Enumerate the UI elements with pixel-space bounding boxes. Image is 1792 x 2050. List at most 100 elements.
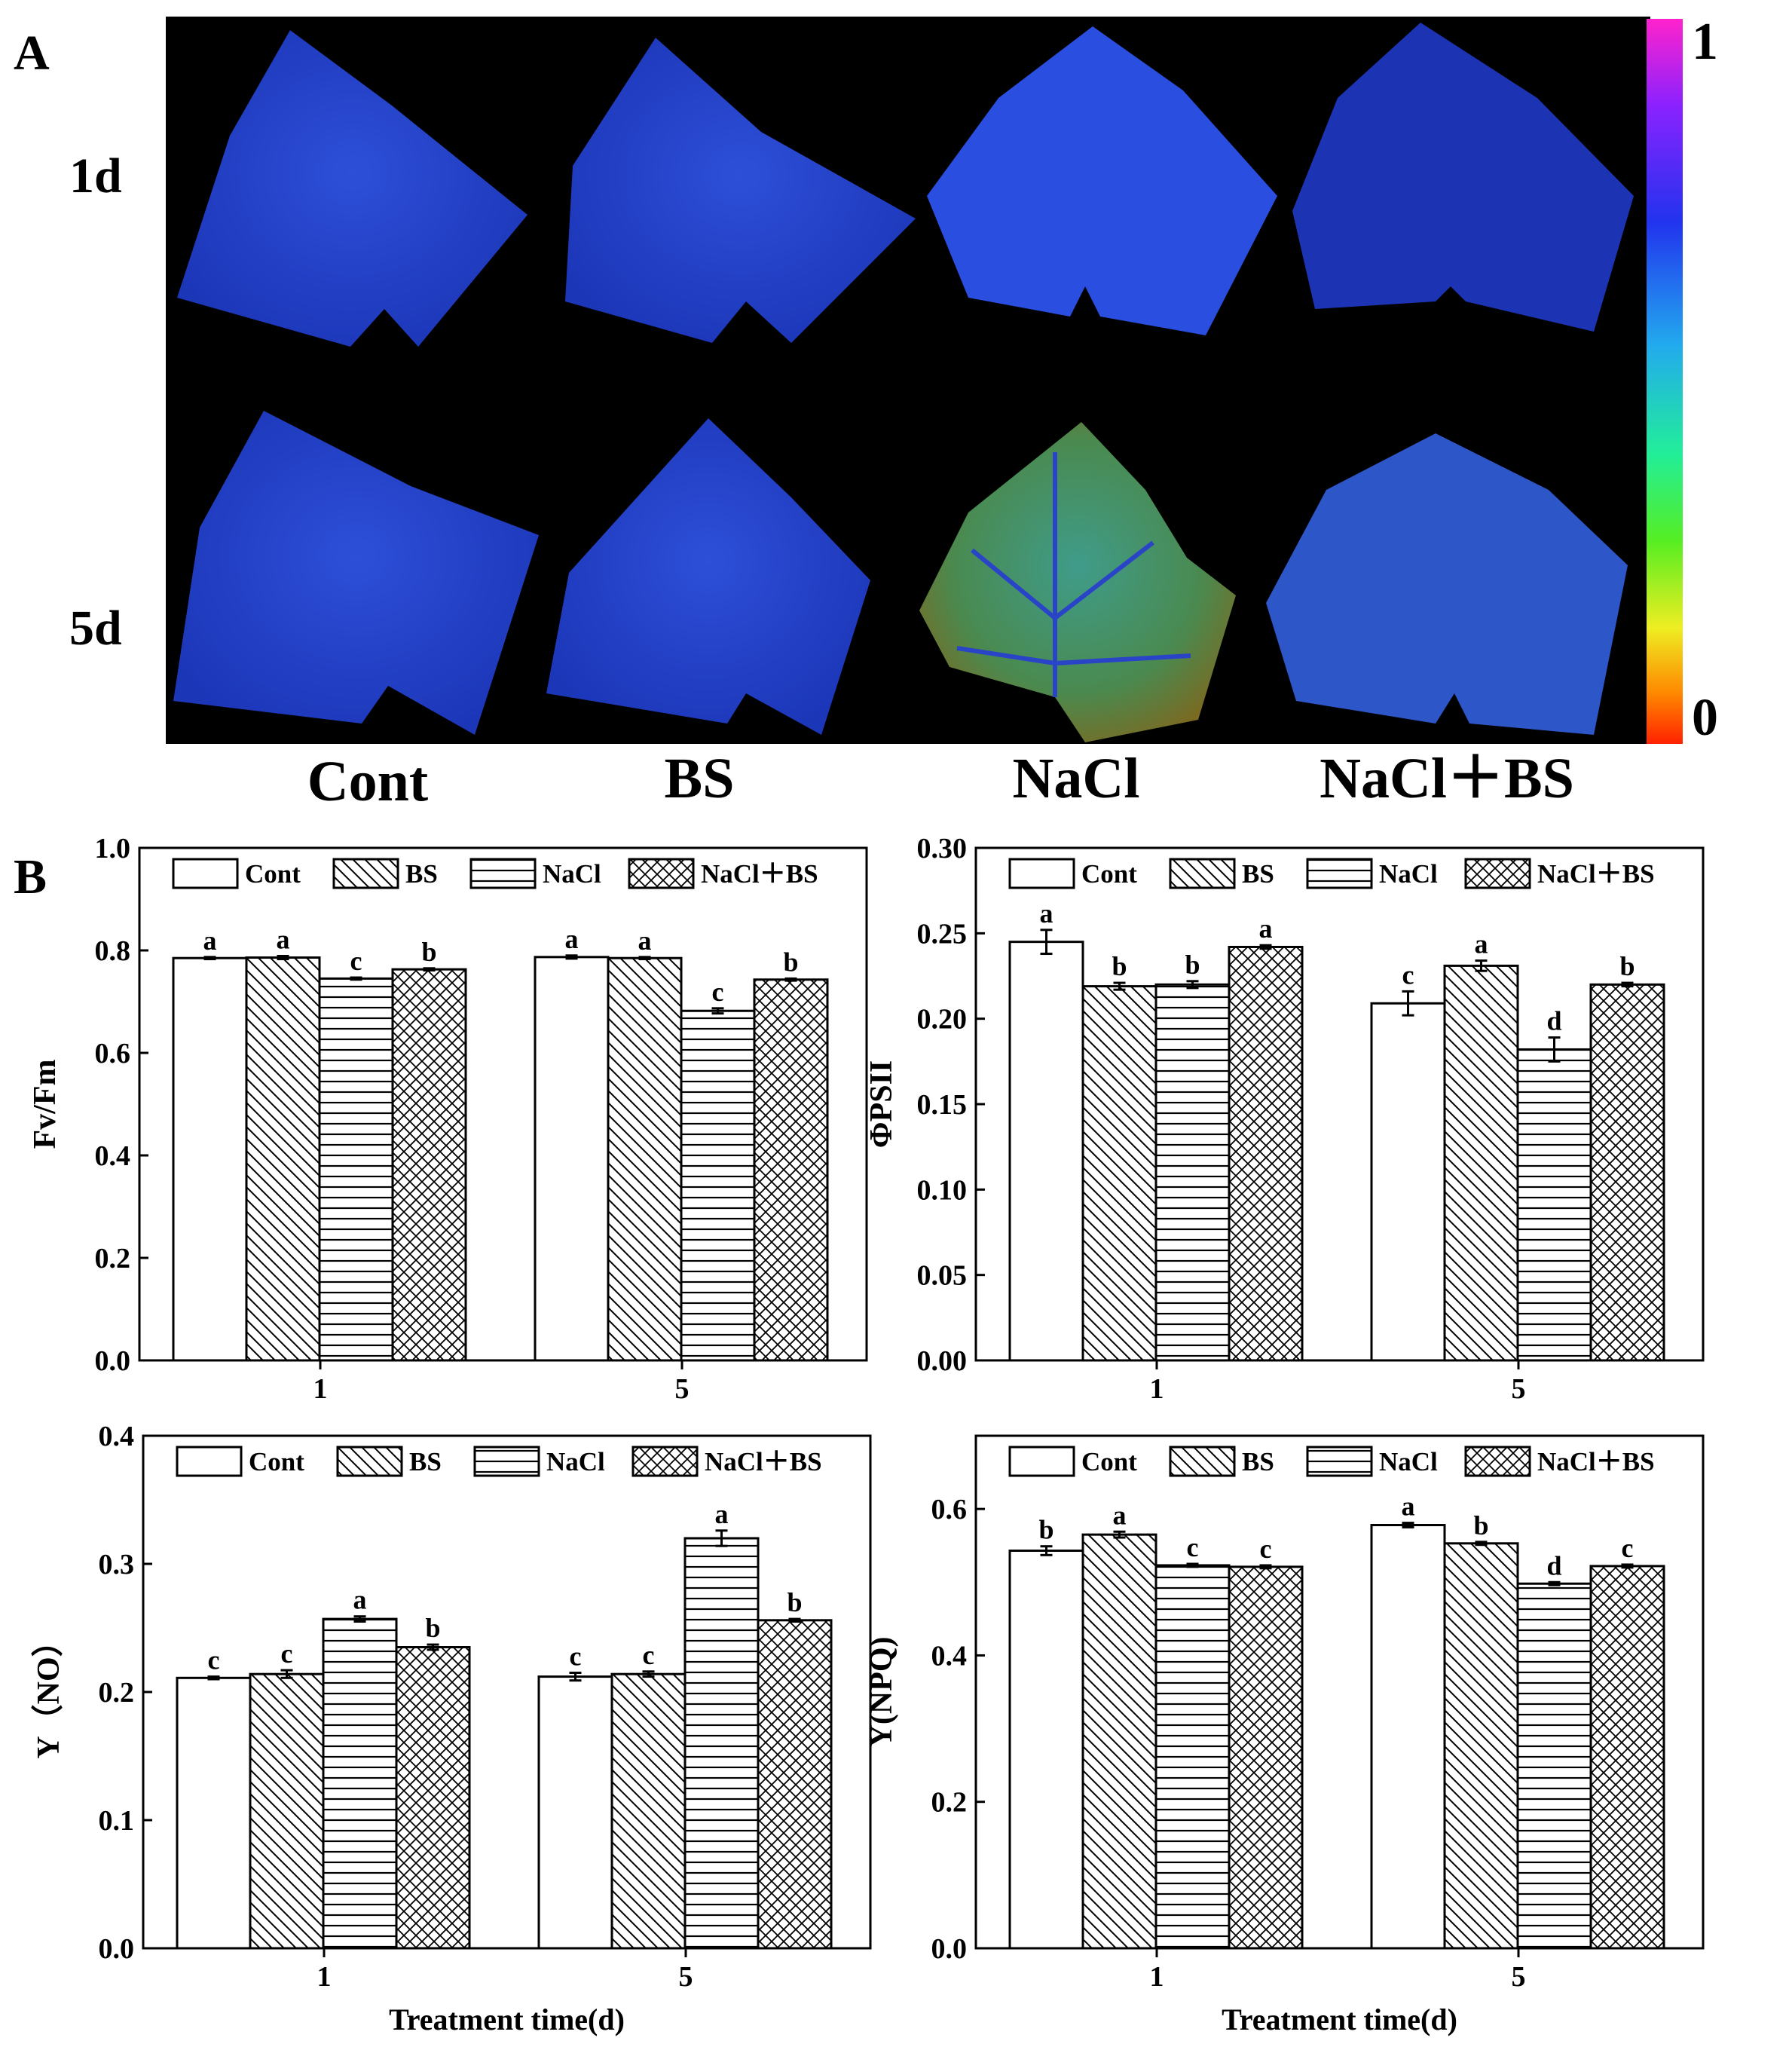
- significance-letter: a: [1113, 1500, 1127, 1530]
- y-tick-label: 0.0: [99, 1933, 135, 1965]
- bar-nacl: [683, 1537, 760, 1950]
- bar-naclbs: [1589, 1565, 1665, 1950]
- leaf-image-1d-naclbs: [1292, 23, 1634, 332]
- bar-cont: [172, 956, 248, 1362]
- chart-phipsii: 0.00 0.05 0.10 0.15 0.20 0.25 0.30 ΦPSII 1 a b b a 5 c…: [864, 833, 1705, 1405]
- significance-letter: b: [1619, 951, 1635, 981]
- y-axis-label: ΦPSII: [864, 1060, 899, 1149]
- significance-letter: b: [1185, 950, 1200, 980]
- bar-cont: [1008, 941, 1084, 1362]
- bar-nacl: [1154, 1564, 1231, 1950]
- bar-naclbs: [1589, 983, 1665, 1362]
- row-label-1d: 1d: [69, 148, 122, 203]
- panel-a-label: A: [14, 26, 50, 81]
- significance-letter: b: [1473, 1510, 1488, 1541]
- bar-bs: [249, 1672, 325, 1950]
- bar-naclbs: [395, 1646, 471, 1950]
- legend: Cont BS NaCl NaCl＋BS: [176, 1446, 822, 1477]
- legend-label-naclbs: NaCl＋BS: [1537, 859, 1655, 889]
- leaf-image-5d-nacl: [919, 422, 1236, 742]
- bar-nacl: [322, 1617, 398, 1950]
- legend-swatch-bs: [1169, 1446, 1236, 1477]
- bar-bs: [1081, 985, 1157, 1362]
- legend-label-nacl: NaCl: [1379, 859, 1438, 889]
- y-tick-label: 0.2: [99, 1677, 135, 1709]
- legend-label-naclbs: NaCl＋BS: [1537, 1447, 1655, 1476]
- x-tick-label: 1: [313, 1373, 328, 1405]
- y-axis-label: Fv/Fm: [28, 1060, 63, 1149]
- x-tick-label: 1: [1150, 1961, 1164, 1993]
- leaf-image-1d-cont: [177, 30, 528, 347]
- x-axis-label: Treatment time(d): [389, 2003, 625, 2036]
- legend-label-nacl: NaCl: [543, 859, 601, 889]
- legend-swatch-naclbs: [1464, 1446, 1531, 1477]
- y-tick-label: 0.0: [931, 1933, 968, 1965]
- y-tick-label: 0.4: [931, 1640, 968, 1672]
- bar-nacl: [680, 1009, 756, 1362]
- bar-naclbs: [1228, 945, 1304, 1362]
- bar-naclbs: [1228, 1565, 1304, 1950]
- significance-letter: c: [1187, 1532, 1199, 1562]
- legend-swatch-nacl: [1306, 1446, 1373, 1477]
- legend-label-bs: BS: [409, 1447, 442, 1476]
- leaf-image-5d-bs: [546, 418, 870, 735]
- significance-letter: b: [787, 1587, 802, 1617]
- legend-swatch-cont: [1008, 858, 1075, 889]
- significance-letter: c: [1402, 959, 1414, 990]
- legend: Cont BS NaCl NaCl＋BS: [172, 858, 818, 889]
- y-tick-label: 0.15: [917, 1089, 968, 1121]
- significance-letter: c: [1260, 1534, 1272, 1564]
- legend-swatch-cont: [176, 1446, 243, 1477]
- legend-label-bs: BS: [1242, 859, 1274, 889]
- y-tick-label: 0.30: [917, 833, 968, 864]
- y-tick-label: 0.8: [95, 935, 131, 967]
- x-tick-label: 5: [1512, 1961, 1526, 1993]
- legend-label-naclbs: NaCl＋BS: [705, 1447, 822, 1476]
- plot-frame: [974, 1434, 1705, 1950]
- legend-swatch-nacl: [469, 858, 537, 889]
- legend-label-cont: Cont: [1081, 859, 1137, 889]
- col-label-naclbs: NaCl＋BS: [1320, 747, 1574, 810]
- y-tick-label: 0.2: [931, 1787, 968, 1819]
- bar-cont: [1008, 1550, 1084, 1950]
- bar-cont: [537, 1675, 613, 1950]
- significance-letter: a: [1402, 1492, 1415, 1522]
- bar-bs: [610, 1672, 687, 1950]
- bar-bs: [1081, 1533, 1157, 1950]
- y-axis-label: Y(NPQ): [864, 1637, 899, 1748]
- significance-letter: b: [425, 1613, 440, 1643]
- significance-letter: a: [1259, 913, 1273, 944]
- bar-cont: [1370, 1524, 1446, 1950]
- significance-letter: d: [1546, 1006, 1561, 1036]
- scale-min-label: 0: [1692, 689, 1718, 747]
- bar-naclbs: [753, 978, 829, 1362]
- row-label-5d: 5d: [69, 601, 122, 656]
- bar-bs: [1443, 964, 1519, 1362]
- significance-letter: c: [643, 1640, 655, 1670]
- x-tick-label: 1: [1150, 1373, 1164, 1405]
- chart-fvfm: 0.0 0.2 0.4 0.6 0.8 1.0 Fv/Fm 1 a a c b 5 a a c b Cont BS N…: [28, 833, 868, 1405]
- legend-swatch-bs: [332, 858, 399, 889]
- legend-label-cont: Cont: [245, 859, 301, 889]
- significance-letter: a: [203, 926, 217, 956]
- leaf-image-5d-cont: [173, 411, 539, 735]
- y-tick-label: 0.20: [917, 1004, 968, 1036]
- significance-letter: a: [353, 1585, 367, 1615]
- significance-letter: a: [638, 926, 652, 956]
- bar-bs: [245, 956, 321, 1362]
- y-tick-label: 0.1: [99, 1805, 135, 1837]
- significance-letter: b: [1038, 1515, 1053, 1545]
- x-tick-label: 1: [317, 1961, 332, 1993]
- significance-letter: a: [715, 1499, 729, 1529]
- panel-b-label: B: [14, 849, 47, 904]
- y-tick-label: 0.25: [917, 918, 968, 950]
- legend-swatch-bs: [336, 1446, 403, 1477]
- bar-cont: [1370, 1002, 1446, 1362]
- significance-letter: a: [277, 924, 290, 954]
- legend: Cont BS NaCl NaCl＋BS: [1008, 1446, 1655, 1477]
- col-label-nacl: NaCl: [1013, 747, 1140, 810]
- leaf-image-5d-naclbs: [1266, 433, 1628, 735]
- y-tick-label: 0.00: [917, 1345, 968, 1377]
- legend-swatch-naclbs: [631, 1446, 699, 1477]
- significance-letter: a: [565, 924, 579, 954]
